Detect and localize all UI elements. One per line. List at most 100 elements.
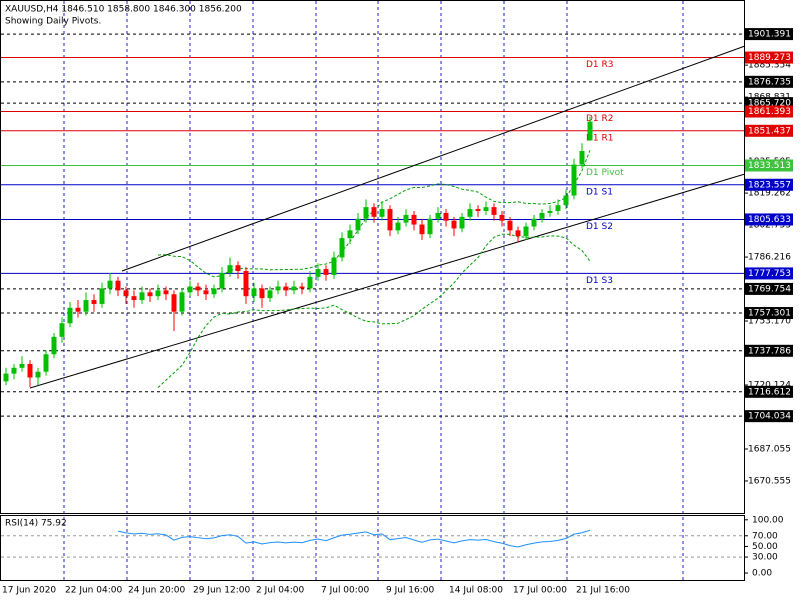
candle-body	[171, 294, 177, 312]
candle-body	[467, 209, 473, 217]
candle-body	[107, 280, 113, 289]
candle-body	[515, 230, 521, 237]
y-tick-label: 1670.555	[748, 476, 791, 486]
pivot-note: Showing Daily Pivots.	[5, 17, 101, 27]
candle-body	[163, 290, 169, 295]
candle-body	[539, 212, 545, 219]
candle-body	[379, 209, 385, 217]
candle-body	[51, 336, 57, 355]
candle-body	[331, 257, 337, 275]
candle-body	[27, 363, 33, 378]
channel-upper	[121, 45, 746, 272]
price-box-label: 1716.612	[748, 387, 791, 397]
candle-body	[347, 230, 353, 239]
pivot-box-label: 1889.273	[748, 53, 791, 63]
price-box-label: 1865.720	[748, 99, 791, 109]
candle-body	[499, 214, 505, 221]
candle-body	[555, 205, 561, 212]
candle-body	[459, 216, 465, 229]
candle-body	[75, 307, 81, 312]
price-box-label: 1876.735	[748, 77, 791, 87]
x-tick-label: 22 Jun 04:00	[65, 586, 122, 596]
price-box	[745, 28, 793, 41]
candle-body	[259, 288, 265, 299]
x-tick-label: 2 Jul 04:00	[256, 586, 305, 596]
pivot-box	[745, 213, 793, 226]
y-tick-label: 1802.753	[748, 221, 791, 231]
pivot-name: D1 Pivot	[586, 168, 624, 178]
x-tick-label: 17 Jul 00:00	[513, 586, 567, 596]
candle-body	[219, 272, 225, 289]
x-tick-label: 21 Jul 16:00	[576, 586, 630, 596]
candle-body	[235, 265, 241, 272]
channel-lower	[29, 173, 746, 389]
candle-body	[203, 290, 209, 295]
y-tick-label: 1687.055	[748, 445, 791, 455]
pivot-box	[745, 105, 793, 118]
candle-body	[275, 286, 281, 291]
candle-body	[419, 224, 425, 235]
candle-body	[267, 290, 273, 299]
pivot-box-label: 1777.753	[748, 269, 791, 279]
candle-body	[315, 269, 321, 277]
candle-body	[547, 211, 553, 213]
pivot-box-label: 1861.393	[748, 107, 791, 117]
price-box	[745, 75, 793, 88]
candle-body	[67, 307, 73, 324]
price-box	[745, 344, 793, 357]
price-box	[745, 385, 793, 398]
candle-body	[155, 290, 161, 297]
price-box-label: 1757.301	[748, 309, 791, 319]
pivot-name: D1 R1	[586, 133, 614, 143]
price-box-label: 1704.034	[748, 412, 791, 422]
candles	[3, 116, 593, 388]
candle-body	[363, 207, 369, 219]
x-tick-label: 7 Jul 00:00	[321, 586, 370, 596]
x-tick-label: 14 Jul 08:00	[449, 586, 503, 596]
candle-body	[299, 286, 305, 289]
candle-body	[587, 121, 593, 141]
pivot-box	[745, 159, 793, 172]
candle-body	[579, 150, 585, 165]
y-tick-label: 1786.216	[748, 253, 791, 263]
candle-body	[491, 207, 497, 215]
candle-body	[123, 290, 129, 297]
x-tick-label: 17 Jun 2020	[2, 586, 56, 596]
candle-body	[523, 226, 529, 237]
pivot-box	[745, 124, 793, 137]
price-box-label: 1769.754	[748, 284, 791, 294]
candle-body	[251, 288, 257, 297]
price-box-label: 1901.391	[748, 30, 791, 40]
pivot-box-label: 1805.633	[748, 215, 791, 225]
candle-body	[227, 265, 233, 273]
candle-body	[355, 218, 361, 231]
rsi-tick-label: 30.00	[752, 553, 778, 563]
candle-body	[91, 300, 97, 304]
rsi-tick-label: 70.00	[752, 531, 778, 541]
main-panel-border	[0, 0, 745, 514]
candle-body	[531, 218, 537, 227]
pivot-box-label: 1833.513	[748, 161, 791, 171]
y-tick-label: 1819.262	[748, 189, 791, 199]
pivot-name: D1 S2	[586, 222, 613, 232]
candle-body	[475, 209, 481, 212]
price-box-label: 1737.786	[748, 346, 791, 356]
candle-body	[323, 269, 329, 275]
rsi-label: RSI(14) 75.92	[5, 519, 67, 529]
pivot-box-label: 1823.557	[748, 180, 791, 190]
rsi-tick-label: 0.00	[752, 569, 772, 579]
y-tick-label: 1753.170	[748, 317, 791, 327]
x-tick-label: 29 Jun 12:00	[193, 586, 250, 596]
candle-body	[139, 292, 145, 301]
grid	[63, 1, 684, 580]
candle-body	[187, 286, 193, 293]
x-tick-label: 9 Jul 16:00	[386, 586, 435, 596]
rsi-panel-border	[0, 515, 745, 581]
y-tick-label: 1885.354	[748, 61, 791, 71]
price-box	[745, 282, 793, 295]
candle-body	[443, 212, 449, 221]
candle-body	[371, 207, 377, 217]
symbol-info: XAUUSD,H4 1846.510 1858.800 1846.300 185…	[5, 5, 242, 15]
candle-body	[563, 195, 569, 206]
